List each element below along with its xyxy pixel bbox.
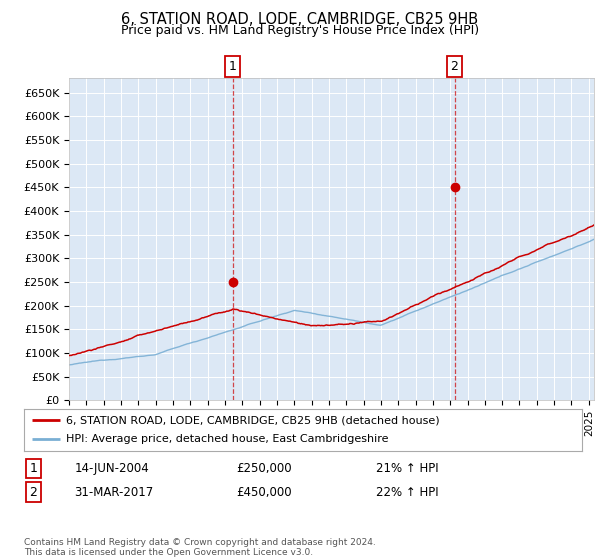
Text: 1: 1 — [29, 462, 37, 475]
Text: HPI: Average price, detached house, East Cambridgeshire: HPI: Average price, detached house, East… — [66, 435, 388, 445]
Text: 22% ↑ HPI: 22% ↑ HPI — [376, 486, 438, 498]
Text: Price paid vs. HM Land Registry's House Price Index (HPI): Price paid vs. HM Land Registry's House … — [121, 24, 479, 36]
Text: 14-JUN-2004: 14-JUN-2004 — [74, 462, 149, 475]
Text: 31-MAR-2017: 31-MAR-2017 — [74, 486, 154, 498]
Text: 6, STATION ROAD, LODE, CAMBRIDGE, CB25 9HB: 6, STATION ROAD, LODE, CAMBRIDGE, CB25 9… — [121, 12, 479, 27]
Text: 2: 2 — [451, 60, 458, 73]
Text: 21% ↑ HPI: 21% ↑ HPI — [376, 462, 438, 475]
Text: 2: 2 — [29, 486, 37, 498]
Text: £450,000: £450,000 — [236, 486, 292, 498]
Text: £250,000: £250,000 — [236, 462, 292, 475]
Text: 6, STATION ROAD, LODE, CAMBRIDGE, CB25 9HB (detached house): 6, STATION ROAD, LODE, CAMBRIDGE, CB25 9… — [66, 415, 439, 425]
Text: 1: 1 — [229, 60, 236, 73]
Text: Contains HM Land Registry data © Crown copyright and database right 2024.
This d: Contains HM Land Registry data © Crown c… — [24, 538, 376, 557]
